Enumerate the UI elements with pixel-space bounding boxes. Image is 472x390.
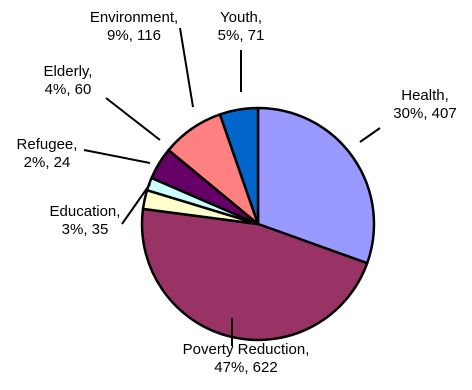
slice-label-value: 3%, 35: [62, 221, 109, 238]
slices-layer: [140, 106, 376, 342]
slice-label-name: Education,: [50, 203, 121, 220]
slice-label-health: Health, 30%, 407: [393, 87, 456, 122]
slice-label-name: Elderly,: [44, 63, 93, 80]
labels-layer: Health, 30%, 407 Poverty Reduction, 47%, 62…: [17, 9, 457, 376]
slice-label-name: Poverty Reduction,: [183, 341, 310, 358]
slice-label-poverty-reduction: Poverty Reduction, 47%, 622: [183, 341, 310, 376]
leader-line-refugee: [83, 149, 151, 164]
slice-label-name: Youth,: [220, 9, 262, 26]
pie-slice-health: [256, 106, 376, 265]
slice-label-value: 47%, 622: [214, 359, 277, 376]
slice-label-name: Health,: [401, 87, 449, 104]
leader-lines-layer: [83, 27, 381, 346]
slice-label-refugee: Refugee, 2%, 24: [17, 136, 78, 171]
slice-label-elderly: Elderly, 4%, 60: [44, 63, 93, 98]
slice-label-value: 30%, 407: [393, 105, 456, 122]
leader-line-elderly: [105, 97, 161, 141]
slice-label-education: Education, 3%, 35: [50, 203, 121, 238]
leader-line-environment: [179, 27, 194, 108]
leader-line-health: [359, 127, 381, 143]
slice-label-value: 9%, 116: [107, 27, 161, 44]
slice-label-value: 4%, 60: [45, 81, 92, 98]
slice-label-name: Refugee,: [17, 136, 78, 153]
slice-label-name: Environment,: [90, 9, 178, 26]
slice-label-value: 2%, 24: [24, 154, 71, 171]
slice-label-environment: Environment, 9%, 116: [90, 9, 178, 44]
slice-label-value: 5%, 71: [218, 27, 265, 44]
slice-label-youth: Youth, 5%, 71: [218, 9, 265, 44]
pie-slice-poverty-reduction: [140, 207, 369, 342]
leader-line-education: [121, 183, 151, 225]
pie-slice-youth: [218, 106, 260, 226]
